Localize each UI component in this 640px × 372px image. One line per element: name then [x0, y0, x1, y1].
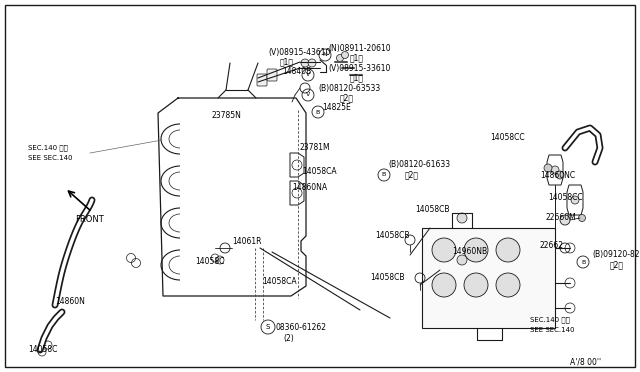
Circle shape — [342, 51, 349, 58]
Text: 23781M: 23781M — [300, 144, 331, 153]
Circle shape — [544, 164, 552, 172]
Text: (B)08120-63533: (B)08120-63533 — [318, 83, 380, 93]
Text: SEE SEC.140: SEE SEC.140 — [28, 155, 72, 161]
Text: B: B — [316, 109, 320, 115]
Text: 14058CA: 14058CA — [302, 167, 337, 176]
Circle shape — [496, 238, 520, 262]
Text: 23785N: 23785N — [212, 110, 242, 119]
Text: N: N — [323, 52, 328, 58]
Text: V: V — [306, 73, 310, 77]
Text: (V)08915-33610: (V)08915-33610 — [328, 64, 390, 73]
FancyBboxPatch shape — [267, 69, 277, 81]
Text: 22662: 22662 — [540, 241, 564, 250]
Text: (N)08911-20610: (N)08911-20610 — [328, 44, 390, 52]
Circle shape — [556, 171, 564, 179]
Circle shape — [464, 273, 488, 297]
Text: SEE SEC.140: SEE SEC.140 — [530, 327, 575, 333]
Text: (V)08915-43610: (V)08915-43610 — [268, 48, 330, 57]
Circle shape — [432, 238, 456, 262]
Circle shape — [496, 273, 520, 297]
Text: V: V — [306, 93, 310, 97]
Text: (B)08120-61633: (B)08120-61633 — [388, 160, 450, 170]
Text: （2）: （2） — [340, 93, 354, 103]
Text: 14058CB: 14058CB — [370, 273, 404, 282]
Text: 22660M: 22660M — [545, 214, 576, 222]
Text: A'/8 00'': A'/8 00'' — [570, 357, 601, 366]
Circle shape — [432, 273, 456, 297]
Circle shape — [579, 215, 586, 221]
Text: （1）: （1） — [280, 58, 294, 67]
Text: 14058CA: 14058CA — [262, 278, 296, 286]
Text: (B)09120-8251F: (B)09120-8251F — [592, 250, 640, 260]
Text: 14058CC: 14058CC — [490, 134, 525, 142]
Text: FRONT: FRONT — [75, 215, 104, 224]
Text: 14058C: 14058C — [28, 346, 58, 355]
Text: B: B — [382, 173, 386, 177]
Circle shape — [457, 213, 467, 223]
Circle shape — [457, 255, 467, 265]
Text: 14058CC: 14058CC — [548, 193, 582, 202]
Text: 14058CB: 14058CB — [415, 205, 449, 215]
Text: （1）: （1） — [350, 74, 364, 83]
Circle shape — [551, 166, 559, 174]
Circle shape — [337, 55, 344, 61]
Text: 14960NB: 14960NB — [452, 247, 487, 257]
Circle shape — [464, 238, 488, 262]
Circle shape — [560, 215, 570, 225]
Text: （2）: （2） — [610, 260, 624, 269]
Text: S: S — [266, 324, 270, 330]
Text: 14061R: 14061R — [232, 237, 262, 247]
Text: (2): (2) — [283, 334, 294, 343]
Text: 14825E: 14825E — [322, 103, 351, 112]
Text: 14058CB: 14058CB — [375, 231, 410, 240]
Text: （1）: （1） — [350, 54, 364, 62]
FancyBboxPatch shape — [257, 74, 267, 86]
Circle shape — [301, 59, 309, 67]
Text: 14860NC: 14860NC — [540, 170, 575, 180]
Text: 14840B: 14840B — [282, 67, 311, 77]
Text: B: B — [581, 260, 585, 264]
Text: 14860N: 14860N — [55, 298, 85, 307]
Text: 14058C: 14058C — [195, 257, 225, 266]
Text: SEC.140 参図: SEC.140 参図 — [530, 317, 570, 323]
Bar — [422, 228, 555, 328]
Text: 14860NA: 14860NA — [292, 183, 327, 192]
Circle shape — [308, 59, 316, 67]
Text: 08360-61262: 08360-61262 — [276, 323, 327, 331]
Circle shape — [571, 196, 579, 204]
Text: SEC.140 参図: SEC.140 参図 — [28, 145, 68, 151]
Text: （2）: （2） — [405, 170, 419, 180]
